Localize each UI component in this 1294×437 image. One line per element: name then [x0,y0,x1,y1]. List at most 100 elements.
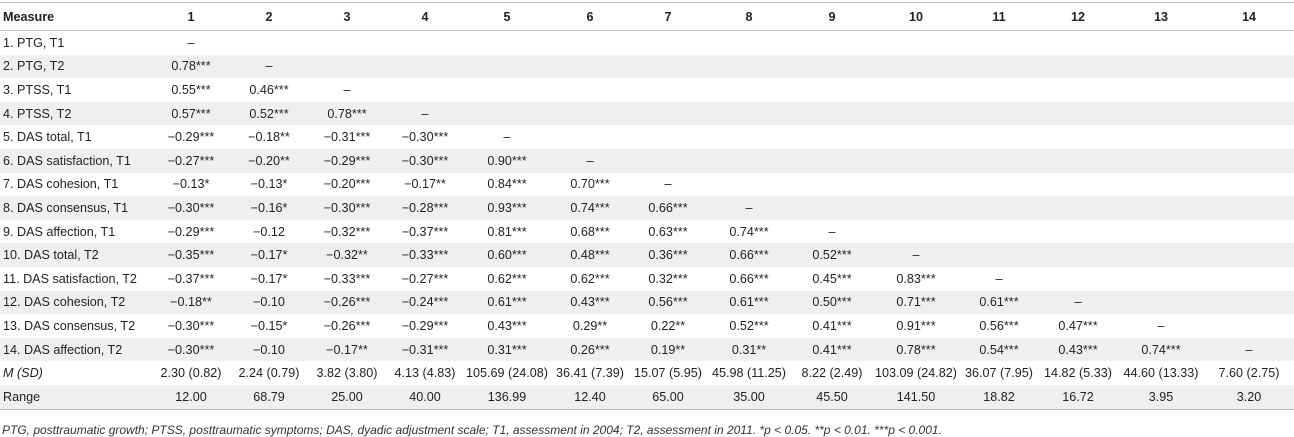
table-cell: −0.30*** [152,196,230,220]
table-cell [550,78,630,102]
table-cell [1038,31,1118,55]
header-col-2: 2 [230,2,308,31]
table-cell: 2.30 (0.82) [160,366,222,381]
table-cell: 0.90*** [464,148,550,173]
table-cell [1118,220,1204,244]
table-cell: 0.66*** [706,243,792,267]
row-label: Range [0,384,152,410]
table-cell [1038,173,1118,197]
table-cell [1118,173,1204,197]
table-cell [960,148,1038,173]
row-label: 13. DAS consensus, T2 [3,318,136,333]
header-col-6: 6 [550,2,630,31]
table-cell [792,31,872,55]
table-row: 5. DAS total, T1 −0.29*** −0.18** −0.31*** −… [0,125,1294,149]
table-cell: −0.15* [250,318,288,333]
table-cell: – [187,35,195,50]
table-cell: 0.68*** [570,224,610,239]
table-cell: 36.41 (7.39) [556,366,624,381]
table-cell [1204,243,1294,267]
table-cell: 0.31** [706,337,792,362]
table-cell [550,31,630,55]
table-cell [1118,243,1204,267]
table-cell [792,196,872,220]
table-cell [1038,54,1118,79]
header-col-12: 12 [1038,2,1118,31]
table-cell: −0.30*** [308,196,386,220]
table-cell [1038,220,1118,244]
table-cell: – [386,101,464,126]
table-cell: −0.30*** [152,337,230,362]
table-cell: 3.82 (3.80) [316,366,378,381]
table-cell [308,31,386,55]
table-cell [550,54,630,79]
table-cell [630,54,706,79]
table-cell: 45.98 (11.25) [712,366,786,381]
table-cell: 0.36*** [630,243,706,267]
table-cell [1204,314,1294,338]
table-cell: −0.35*** [152,243,230,267]
table-cell: −0.29*** [167,224,215,239]
table-cell: 0.50*** [792,290,872,315]
table-cell [1118,54,1204,79]
table-cell [872,173,960,197]
table-cell: 18.82 [960,384,1038,410]
table-cell [630,78,706,102]
table-cell: 0.56*** [630,290,706,315]
row-label: M (SD) [3,366,43,381]
table-cell [1118,267,1204,291]
table-cell: 45.50 [792,384,872,410]
header-col-5: 5 [464,2,550,31]
table-cell: −0.17** [308,337,386,362]
table-cell: 3.20 [1204,384,1294,410]
table-cell: 0.81*** [487,224,527,239]
table-cell: 3.95 [1118,384,1204,410]
table-cell: 0.52*** [230,101,308,126]
table-cell: 103.09 (24.82) [875,366,957,381]
table-cell: 0.26*** [550,337,630,362]
table-row: 12. DAS cohesion, T2 −0.18** −0.10 −0.26***… [0,290,1294,315]
table-cell [1118,148,1204,173]
table-cell: 0.52*** [729,318,769,333]
table-cell: 0.83*** [896,271,936,286]
table-row: 4. PTSS, T2 0.57*** 0.52*** 0.78*** – [0,101,1294,126]
table-row: 8. DAS consensus, T1 −0.30*** −0.16* −0.30*… [0,196,1294,220]
row-label: 11. DAS satisfaction, T2 [3,271,137,286]
table-cell [706,101,792,126]
table-cell: −0.26*** [323,318,371,333]
table-cell: 65.00 [630,384,706,410]
header-col-10: 10 [872,2,960,31]
table-cell: 0.66*** [729,271,769,286]
table-cell [792,78,872,102]
row-label: 14. DAS affection, T2 [0,337,152,362]
table-cell: 0.55*** [171,82,211,97]
table-cell: −0.30*** [386,148,464,173]
table-row: Range 12.00 68.79 25.00 40.00 136.99 12.40 65.0… [0,384,1294,410]
table-cell: 4.13 (4.83) [394,366,456,381]
table-cell [1038,78,1118,102]
table-cell [960,243,1038,267]
row-label: 10. DAS total, T2 [0,243,152,267]
table-cell: −0.29*** [167,130,215,145]
table-cell: −0.10 [230,290,308,315]
row-label: 8. DAS consensus, T1 [0,196,152,220]
header-measure: Measure [0,2,152,31]
table-cell: 36.07 (7.95) [965,366,1033,381]
table-cell [706,31,792,55]
table-cell: – [230,54,308,79]
table-cell: −0.33*** [386,243,464,267]
table-cell: 7.60 (2.75) [1218,366,1280,381]
table-cell: – [503,130,511,145]
table-cell: 68.79 [230,384,308,410]
table-cell: – [343,82,351,97]
table-cell: 0.78*** [308,101,386,126]
table-cell [706,78,792,102]
table-cell: 0.84*** [487,177,527,192]
table-cell [872,54,960,79]
table-cell: −0.32** [308,243,386,267]
table-cell [1038,243,1118,267]
table-cell [630,31,706,55]
table-cell [230,31,308,55]
table-cell [792,101,872,126]
table-cell: 0.43*** [550,290,630,315]
